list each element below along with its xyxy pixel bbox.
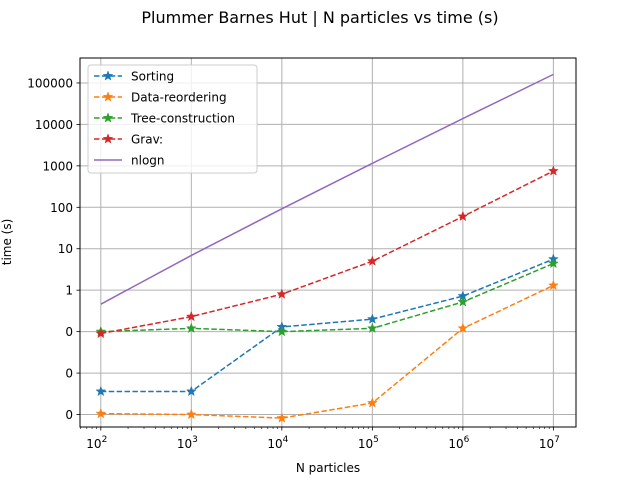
x-tick-label-exponent: 4 (283, 435, 289, 445)
data-point (185, 408, 197, 420)
data-point (457, 210, 469, 222)
y-tick-label: 1000 (42, 159, 73, 173)
data-point (547, 279, 559, 291)
x-axis-label: N particles (296, 461, 360, 475)
data-point (276, 288, 288, 299)
x-tick-label-exponent: 7 (554, 435, 560, 445)
y-tick-label: 0 (65, 408, 73, 422)
series-line (100, 73, 554, 305)
legend-item: Sorting (94, 70, 174, 84)
legend-label: Data-reordering (131, 91, 227, 105)
data-point (366, 397, 378, 408)
x-tick-label: 106 (448, 435, 469, 451)
legend-box (87, 64, 258, 174)
x-tick-label: 103 (177, 435, 198, 451)
x-tick-label: 107 (539, 435, 560, 451)
data-point (547, 257, 559, 269)
legend-marker (102, 70, 114, 81)
y-tick-label: 1 (65, 284, 73, 298)
grid (80, 58, 576, 427)
data-point (185, 322, 197, 333)
data-point (457, 322, 469, 333)
y-tick-label: 100 (50, 201, 73, 215)
plot-series (95, 73, 559, 423)
legend-item: nlogn (94, 154, 165, 168)
data-point (366, 322, 378, 333)
legend-item: Grav: (94, 133, 163, 147)
series-nlogn (100, 73, 554, 305)
data-point (366, 255, 378, 266)
x-tick-label-exponent: 2 (102, 435, 108, 445)
legend-label: Grav: (131, 133, 163, 147)
legend: Sorting Data-reordering Tree-construction G… (87, 64, 258, 174)
data-point (457, 296, 469, 307)
y-tick-label: 100000 (27, 76, 73, 90)
data-point (276, 325, 288, 337)
x-tick-label-exponent: 3 (192, 435, 198, 445)
data-point (95, 385, 107, 397)
x-tick-label: 105 (358, 435, 379, 451)
chart-title: Plummer Barnes Hut | N particles vs time… (141, 8, 498, 27)
plot-frame (79, 57, 577, 428)
legend-marker (102, 91, 114, 102)
legend-item: Tree-construction (94, 112, 235, 126)
series-line (100, 258, 554, 393)
legend-marker (102, 133, 114, 144)
legend-marker (102, 112, 114, 123)
series-sorting (95, 253, 559, 397)
legend-label: Tree-construction (130, 112, 235, 126)
series-line (100, 170, 554, 335)
x-tick-label: 102 (86, 435, 107, 451)
x-tick-label: 104 (267, 435, 288, 451)
legend-label: nlogn (131, 154, 165, 168)
data-point (276, 412, 288, 423)
y-tick-label: 0 (65, 367, 73, 381)
data-point (366, 313, 378, 324)
data-point (547, 165, 559, 176)
series-line (100, 284, 554, 419)
x-tick-label-exponent: 6 (464, 435, 470, 445)
data-point (95, 327, 107, 339)
series-grav (95, 165, 559, 339)
legend-item: Data-reordering (94, 91, 227, 105)
data-point (185, 385, 197, 397)
x-tick-label-exponent: 5 (373, 435, 379, 445)
series-data-reordering (95, 279, 559, 423)
series-line (100, 262, 554, 333)
y-tick-label: 0 (65, 325, 73, 339)
y-tick-label: 10000 (35, 118, 73, 132)
data-point (185, 310, 197, 322)
y-tick-label: 10 (58, 242, 73, 256)
y-axis-label: time (s) (0, 219, 14, 266)
legend-label: Sorting (131, 70, 174, 84)
data-point (95, 407, 107, 419)
